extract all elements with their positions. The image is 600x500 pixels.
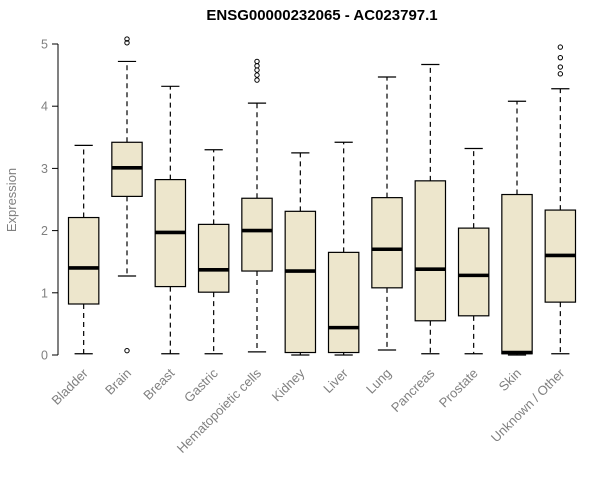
box-lung [371, 76, 403, 351]
box-liver [327, 141, 360, 356]
y-axis-label: Expression [4, 168, 19, 232]
iqr-box [197, 223, 230, 293]
iqr-box [67, 216, 100, 305]
x-axis-label: Hematopoietic cells [174, 365, 265, 456]
box-pancreas [414, 63, 447, 355]
box-breast [154, 85, 187, 355]
y-tick-label: 3 [41, 162, 48, 176]
iqr-box [371, 197, 403, 289]
box-prostate [457, 147, 490, 355]
outlier-point [557, 54, 564, 61]
y-tick-label: 2 [41, 224, 48, 238]
iqr-box [501, 193, 533, 355]
outlier-point [557, 44, 564, 50]
outlier-point [254, 72, 260, 78]
iqr-box [241, 197, 273, 272]
y-tick-label: 1 [41, 286, 48, 300]
box-skin [501, 100, 533, 356]
outlier-point [254, 63, 260, 69]
boxes-layer [67, 36, 577, 356]
iqr-box [284, 210, 317, 354]
outlier-point [124, 36, 130, 42]
y-tick-label: 5 [41, 38, 48, 52]
outlier-point [254, 77, 260, 83]
x-axis-label: Pancreas [388, 365, 438, 415]
x-axis-label: Prostate [436, 366, 481, 411]
box-brain [111, 36, 143, 354]
outlier-point [254, 58, 260, 65]
x-axis-label: Breast [140, 365, 177, 402]
x-axis-label: Bladder [48, 365, 91, 408]
box-gastric [197, 149, 230, 355]
chart-title: ENSG00000232065 - AC023797.1 [206, 7, 437, 24]
box-hematopoietic-cells [241, 58, 273, 353]
y-tick-label: 0 [41, 349, 48, 363]
box-kidney [284, 152, 317, 356]
outlier-point [254, 67, 260, 73]
x-axis-label: Gastric [181, 365, 221, 405]
axes-layer: 0 1 2 3 4 5 [41, 38, 59, 363]
iqr-box [457, 227, 490, 317]
iqr-box [414, 180, 447, 322]
x-axis-label: Liver [320, 365, 351, 396]
outlier-point [557, 71, 564, 77]
x-axis-label: Unknown / Other [488, 365, 568, 445]
box-bladder [67, 144, 100, 355]
x-axis-label: Lung [363, 366, 394, 397]
outlier-point [557, 64, 564, 70]
x-axis-label: Skin [496, 366, 524, 394]
outlier-point [124, 40, 130, 46]
iqr-box [327, 251, 360, 354]
y-tick-label: 4 [41, 100, 48, 114]
x-axis-label: Kidney [269, 365, 308, 404]
box-unknown-other [544, 44, 577, 355]
x-axis-label: Brain [102, 366, 134, 398]
outlier-point [124, 347, 130, 354]
